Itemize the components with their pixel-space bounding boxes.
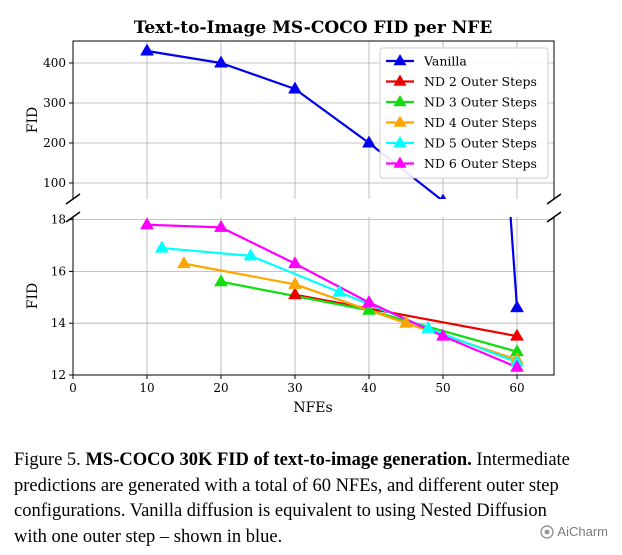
data-point-vanilla — [439, 193, 447, 199]
series-line-nd-5-outer-steps-top — [162, 216, 517, 218]
legend-label-nd-4-outer-steps: ND 4 Outer Steps — [424, 115, 537, 130]
series-line-nd-6-outer-steps-top — [147, 216, 517, 218]
series-line-nd-6-outer-steps-bottom — [146, 223, 518, 369]
caption-label: Figure 5. — [14, 450, 81, 470]
x-axis-label: NFEs — [293, 400, 332, 416]
legend: Vanilla ND 2 Outer Steps ND 3 Outer Steps N… — [379, 47, 549, 179]
data-point-nd-5-outer-steps — [154, 240, 169, 253]
data-point-nd-6-outer-steps — [214, 219, 228, 232]
legend-marker-nd-4-outer-steps — [393, 115, 407, 127]
data-point-vanilla — [140, 43, 154, 56]
series-line-nd-2-outer-steps-bottom — [294, 293, 518, 338]
bottom-y-axis-label: FID — [25, 283, 41, 309]
data-point-nd-4-outer-steps — [288, 276, 302, 289]
top-panel-frame — [72, 40, 555, 199]
x-tick-label: 60 — [509, 381, 524, 395]
top-y-tick-label: 200 — [43, 136, 66, 150]
data-point-nd-6-outer-steps — [510, 359, 524, 372]
data-point-vanilla — [214, 55, 228, 68]
data-point-nd-4-outer-steps — [177, 256, 191, 269]
x-tick-label: 40 — [361, 381, 376, 395]
fid-chart: Text-to-Image MS-COCO FID per NFE 100200… — [25, 18, 562, 416]
legend-marker-nd-3-outer-steps — [393, 95, 407, 107]
bottom-panel-frame — [72, 217, 555, 376]
data-point-vanilla — [288, 81, 302, 94]
watermark: AiCharm — [540, 524, 608, 539]
x-tick-label: 0 — [69, 381, 77, 395]
legend-label-vanilla: Vanilla — [423, 54, 467, 69]
x-tick-label: 30 — [287, 381, 302, 395]
bottom-y-tick-label: 14 — [51, 316, 67, 330]
axis-break-marks — [65, 193, 562, 223]
data-point-vanilla — [362, 135, 376, 148]
figure-caption: Figure 5. MS-COCO 30K FID of text-to-ima… — [14, 448, 574, 550]
data-point-nd-5-outer-steps — [421, 320, 436, 333]
data-point-nd-2-outer-steps — [510, 328, 524, 341]
series-line-vanilla-top — [146, 49, 443, 199]
data-point-nd-6-outer-steps — [140, 217, 154, 230]
legend-marker-nd-6-outer-steps — [393, 156, 407, 168]
x-tick-label: 50 — [435, 381, 450, 395]
legend-label-nd-6-outer-steps: ND 6 Outer Steps — [424, 156, 537, 171]
legend-label-nd-5-outer-steps: ND 5 Outer Steps — [424, 136, 537, 151]
bottom-y-tick-label: 16 — [51, 264, 66, 278]
data-point-nd-3-outer-steps — [362, 302, 376, 315]
watermark-icon — [540, 524, 555, 539]
top-y-tick-label: 400 — [43, 56, 66, 70]
legend-marker-nd-2-outer-steps — [393, 74, 407, 86]
data-point-nd-3-outer-steps — [214, 274, 228, 287]
top-y-axis-label: FID — [25, 107, 41, 133]
top-y-tick-label: 300 — [43, 96, 66, 110]
bottom-y-tick-label: 18 — [51, 213, 66, 227]
chart-title: Text-to-Image MS-COCO FID per NFE — [134, 18, 493, 38]
series-line-nd-4-outer-steps-top — [184, 216, 517, 217]
data-point-nd-2-outer-steps — [288, 287, 302, 300]
top-y-tick-label: 100 — [43, 176, 66, 190]
legend-label-nd-3-outer-steps: ND 3 Outer Steps — [424, 95, 537, 110]
x-tick-label: 20 — [213, 381, 228, 395]
caption-text: Intermediate predictions are generated w… — [14, 450, 570, 547]
legend-label-nd-2-outer-steps: ND 2 Outer Steps — [424, 74, 537, 89]
legend-marker-vanilla — [393, 54, 407, 66]
caption-bold: MS-COCO 30K FID of text-to-image generat… — [85, 450, 472, 470]
data-point-nd-5-outer-steps — [243, 248, 258, 261]
legend-marker-nd-5-outer-steps — [393, 136, 407, 148]
data-point-nd-6-outer-steps — [362, 294, 376, 308]
bottom-y-tick-label: 12 — [51, 368, 66, 382]
x-tick-label: 10 — [139, 381, 154, 395]
data-point-nd-4-outer-steps — [399, 315, 413, 328]
data-point-vanilla — [510, 300, 524, 313]
data-point-nd-6-outer-steps — [288, 256, 302, 269]
series-line-nd-2-outer-steps-top — [295, 217, 517, 218]
watermark-text: AiCharm — [557, 524, 608, 539]
data-point-nd-6-outer-steps — [436, 328, 450, 341]
data-point-nd-5-outer-steps — [332, 284, 347, 297]
